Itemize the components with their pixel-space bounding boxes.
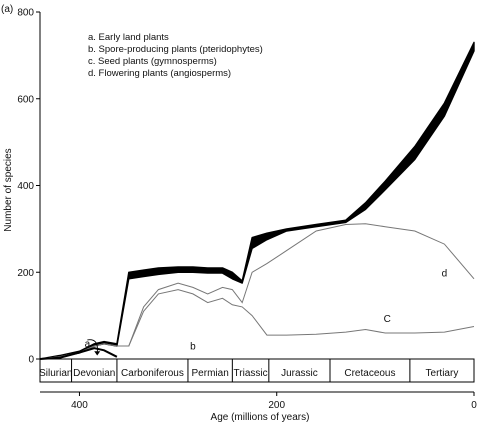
- series-a-line: [39, 347, 118, 360]
- y-axis: 0 200 400 600 800: [17, 8, 41, 366]
- region-label-d: d: [442, 269, 448, 280]
- period-carboniferous: Carboniferous: [121, 368, 184, 379]
- y-tick-label-200: 200: [17, 268, 34, 279]
- x-tick-label-400: 400: [71, 400, 88, 411]
- region-label-c: C: [384, 314, 391, 325]
- period-triassic: Triassic: [234, 368, 268, 379]
- region-labels: a b Cd: [85, 269, 448, 353]
- period-devonian: Devonian: [73, 368, 115, 379]
- y-tick-label-0: 0: [28, 355, 34, 366]
- annotation-a-arrowhead: [94, 351, 101, 356]
- period-bar-frame: [39, 358, 475, 383]
- legend-entry-2: c. Seed plants (gymnosperms): [88, 56, 217, 67]
- x-tick-label-200: 200: [268, 400, 285, 411]
- region-label-a: a: [85, 339, 91, 350]
- annotation-a-arrow: [87, 339, 98, 353]
- x-tick-label-0: 0: [471, 400, 477, 411]
- plot-area: [39, 41, 475, 360]
- legend-entry-0: a. Early land plants: [88, 32, 169, 43]
- period-bar: Silurian Devonian Carboniferous Permian Tria…: [39, 358, 475, 383]
- y-axis-label: Number of species: [3, 148, 14, 231]
- series-b-line: [39, 289, 475, 360]
- y-tick-label-600: 600: [17, 94, 34, 105]
- x-axis-label: Age (millions of years): [211, 412, 310, 423]
- panel-label: (a): [1, 4, 13, 15]
- period-permian: Permian: [192, 368, 229, 379]
- y-tick-label-800: 800: [17, 8, 34, 19]
- period-silurian: Silurian: [39, 368, 72, 379]
- region-label-b: b: [190, 341, 196, 352]
- period-jurassic: Jurassic: [281, 368, 318, 379]
- y-tick-label-400: 400: [17, 181, 34, 192]
- period-cretaceous: Cretaceous: [344, 368, 395, 379]
- legend-entry-3: d. Flowering plants (angiosperms): [88, 68, 231, 79]
- x-axis: 400 200 0: [40, 391, 477, 411]
- series-total-band: [39, 41, 475, 360]
- legend-entry-1: b. Spore-producing plants (pteridophytes…: [88, 44, 263, 55]
- period-tertiary: Tertiary: [426, 368, 459, 379]
